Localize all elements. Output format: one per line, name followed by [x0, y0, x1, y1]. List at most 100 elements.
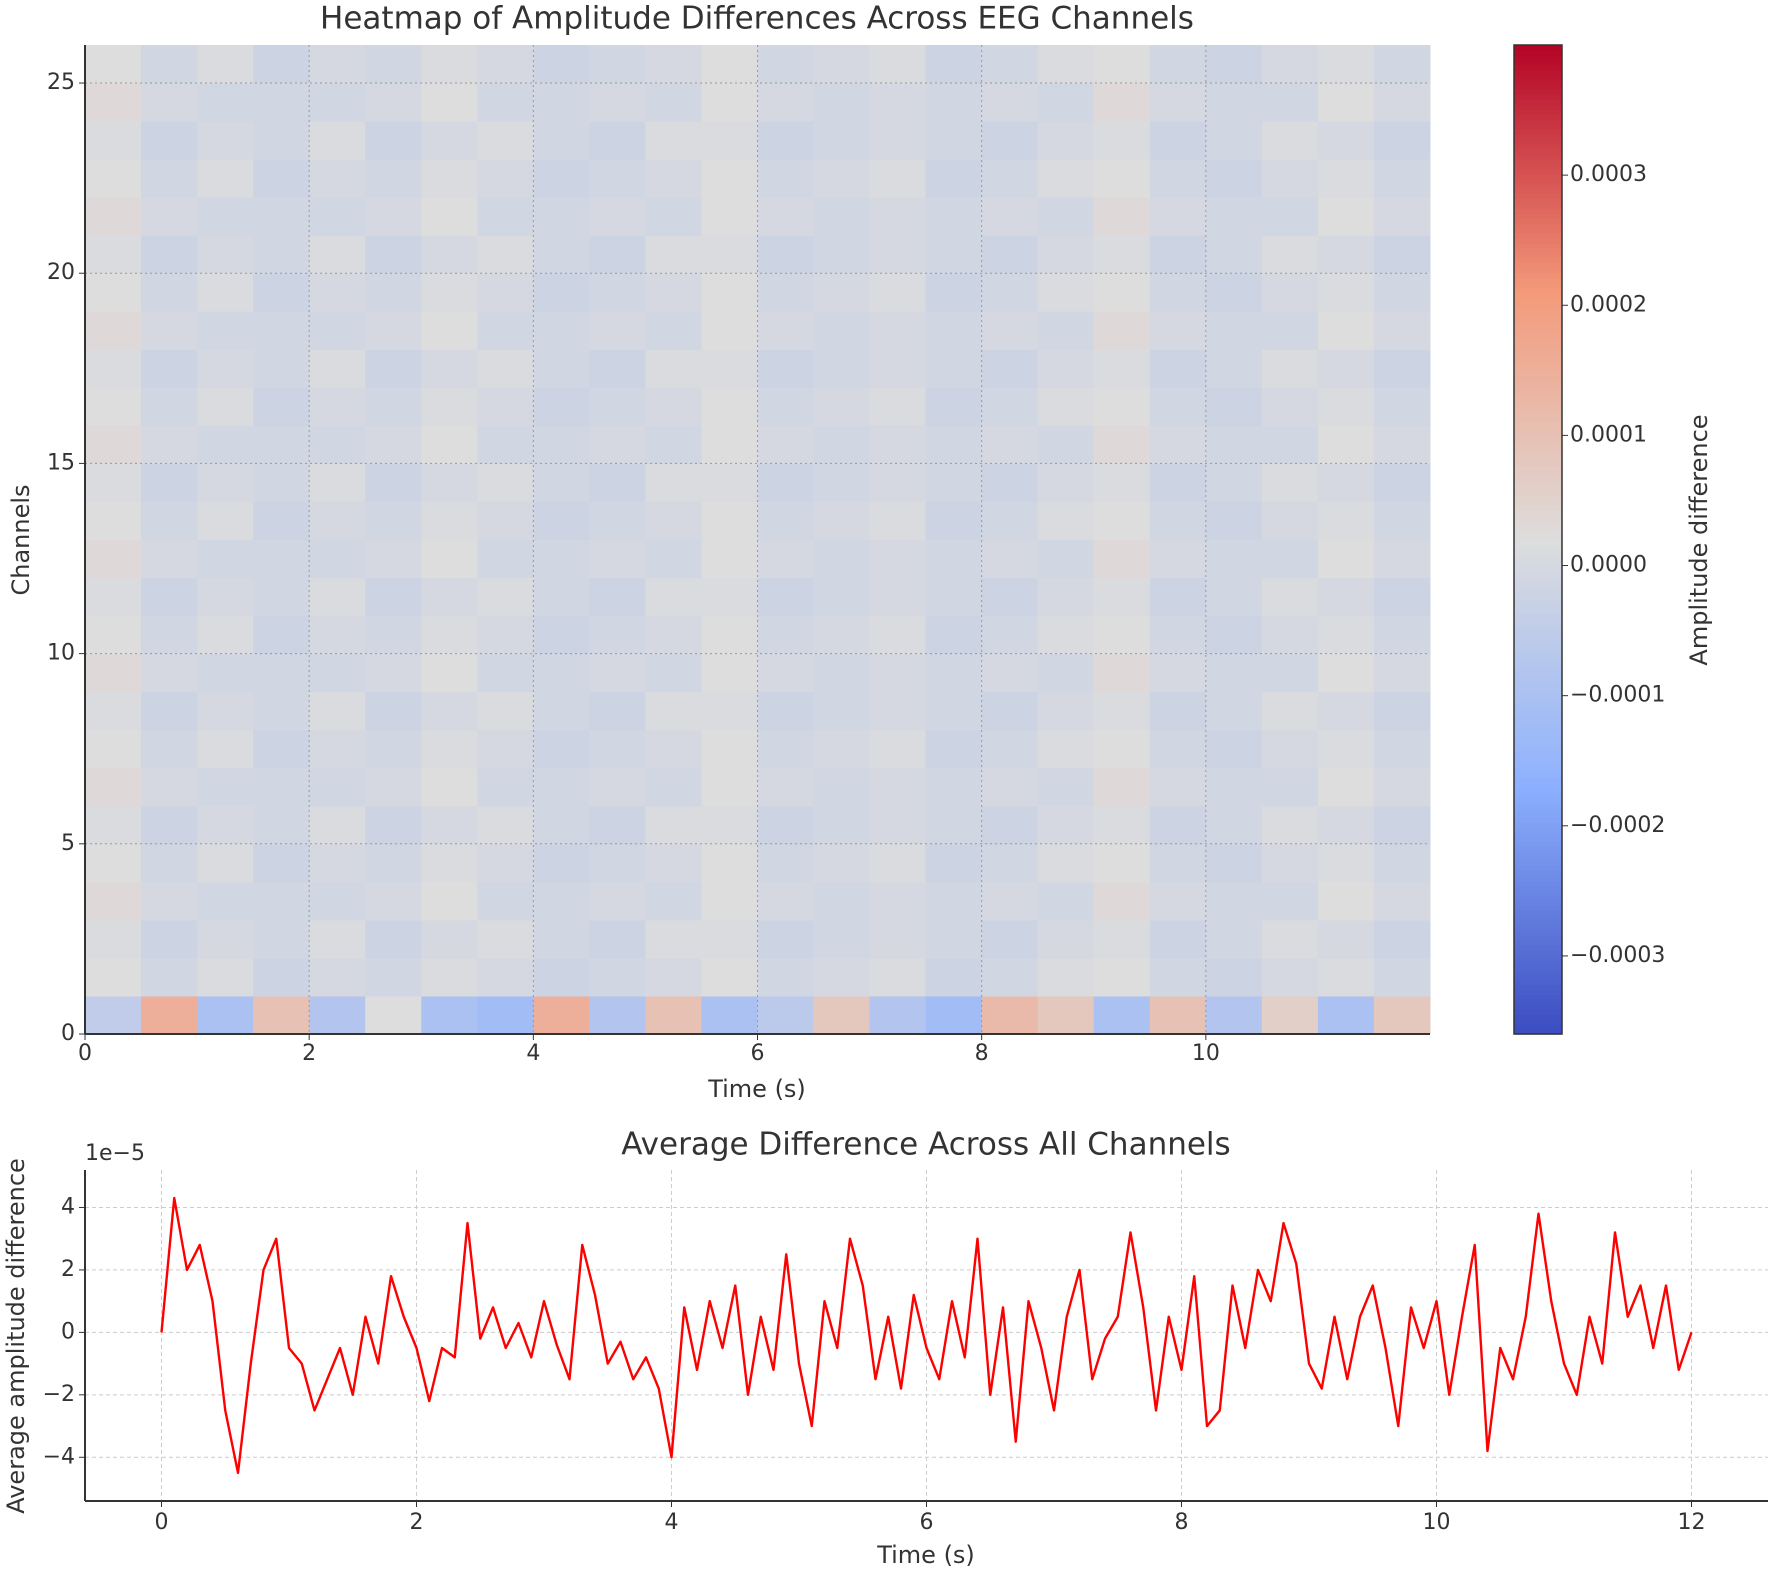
- colorbar-step: [1514, 851, 1562, 857]
- heat-cell: [309, 83, 366, 122]
- colorbar-step: [1514, 1024, 1562, 1030]
- heat-cell: [925, 425, 983, 464]
- heat-cell: [421, 653, 478, 693]
- heat-cell: [1317, 83, 1375, 122]
- heat-cell: [589, 919, 646, 959]
- colorbar-step: [1514, 668, 1562, 674]
- heat-cell: [757, 805, 815, 845]
- heat-cell: [701, 615, 758, 655]
- heat-cell: [1317, 425, 1375, 464]
- heat-cell: [533, 767, 590, 807]
- heat-cell: [589, 463, 646, 502]
- colorbar-step: [1514, 529, 1562, 536]
- heat-cell: [981, 767, 1039, 807]
- heat-cell: [477, 691, 534, 731]
- heat-cell: [85, 767, 142, 807]
- heat-cell: [589, 387, 646, 426]
- colorbar-step: [1514, 836, 1562, 842]
- colorbar-tick-label: −0.0003: [1570, 943, 1665, 968]
- colorbar-step: [1514, 94, 1562, 100]
- colorbar-step: [1514, 435, 1562, 442]
- heat-cell: [309, 235, 366, 274]
- heat-cell: [1261, 995, 1319, 1035]
- heat-cell: [141, 387, 198, 426]
- colorbar-step: [1514, 673, 1562, 679]
- colorbar-step: [1514, 386, 1562, 392]
- heat-cell: [477, 995, 534, 1035]
- heat-cell: [701, 919, 758, 959]
- heat-cell: [925, 615, 983, 655]
- colorbar-step: [1514, 485, 1562, 491]
- colorbar-step: [1514, 598, 1562, 605]
- heat-cell: [1093, 653, 1151, 693]
- heat-cell: [813, 121, 871, 160]
- colorbar-step: [1514, 900, 1562, 907]
- colorbar-step: [1514, 618, 1562, 625]
- heat-cell: [925, 311, 983, 350]
- colorbar-step: [1514, 628, 1562, 635]
- colorbar-step: [1514, 193, 1562, 199]
- colorbar-step: [1514, 54, 1562, 61]
- heat-cell: [645, 995, 702, 1035]
- colorbar-step: [1514, 623, 1562, 630]
- heat-cell: [813, 653, 871, 693]
- colorbar-step: [1514, 935, 1562, 941]
- colorbar-step: [1514, 158, 1562, 165]
- heat-cell: [253, 843, 310, 883]
- heat-cell: [1205, 767, 1263, 807]
- heat-cell: [645, 197, 702, 236]
- heat-cell: [1093, 843, 1151, 883]
- heat-cell: [757, 691, 815, 731]
- x-tick-label: 8: [975, 1041, 989, 1066]
- colorbar-step: [1514, 796, 1562, 803]
- colorbar-label: Amplitude difference: [1685, 414, 1713, 665]
- heat-cell: [533, 501, 590, 540]
- heat-cell: [85, 349, 142, 388]
- colorbar-step: [1514, 267, 1562, 274]
- heat-cell: [197, 501, 254, 540]
- heat-cell: [1037, 691, 1095, 731]
- heat-cell: [197, 45, 254, 84]
- heat-cell: [645, 121, 702, 160]
- heat-cell: [1149, 805, 1207, 845]
- heat-cell: [421, 691, 478, 731]
- colorbar-step: [1514, 574, 1562, 580]
- heat-cell: [1261, 957, 1319, 997]
- colorbar-step: [1514, 252, 1562, 259]
- heat-cell: [981, 881, 1039, 921]
- heat-cell: [85, 957, 142, 997]
- heat-cell: [869, 349, 927, 388]
- heat-cell: [1261, 273, 1319, 312]
- heat-cell: [365, 197, 422, 236]
- heat-cell: [253, 957, 310, 997]
- heat-cell: [1261, 843, 1319, 883]
- heatmap-x-label: Time (s): [707, 1075, 806, 1103]
- heat-cell: [701, 653, 758, 693]
- heat-cell: [589, 653, 646, 693]
- heat-cell: [645, 919, 702, 959]
- heat-cell: [1093, 83, 1151, 122]
- colorbar-step: [1514, 999, 1562, 1005]
- heat-cell: [1037, 995, 1095, 1035]
- heat-cell: [253, 653, 310, 693]
- colorbar-step: [1514, 366, 1562, 372]
- heat-cell: [757, 349, 815, 388]
- heat-cell: [813, 387, 871, 426]
- y-tick-label: 10: [47, 641, 75, 666]
- heat-cell: [645, 881, 702, 921]
- heat-cell: [645, 805, 702, 845]
- heat-cell: [421, 197, 478, 236]
- colorbar-step: [1514, 312, 1562, 318]
- heat-cell: [141, 691, 198, 731]
- heat-cell: [477, 615, 534, 655]
- heat-cell: [757, 919, 815, 959]
- heat-cell: [141, 235, 198, 274]
- heat-cell: [1317, 691, 1375, 731]
- heat-cell: [533, 843, 590, 883]
- heat-cell: [869, 957, 927, 997]
- heat-cell: [645, 615, 702, 655]
- heat-cell: [925, 577, 983, 617]
- heat-cell: [365, 767, 422, 807]
- heat-cell: [1205, 995, 1263, 1035]
- colorbar-step: [1514, 361, 1562, 368]
